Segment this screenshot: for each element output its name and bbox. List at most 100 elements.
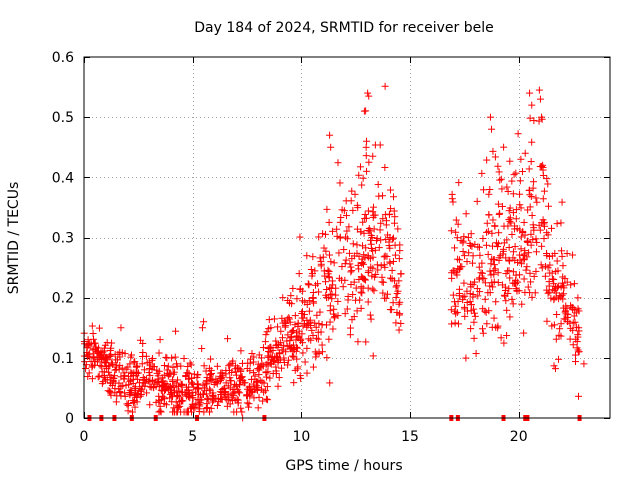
data-point bbox=[328, 295, 336, 303]
data-point bbox=[342, 256, 350, 264]
data-point bbox=[533, 238, 541, 246]
data-point-outlier bbox=[326, 131, 334, 139]
data-point bbox=[479, 325, 487, 333]
data-point bbox=[329, 325, 337, 333]
y-tick-label: 0.4 bbox=[52, 170, 74, 186]
data-point bbox=[527, 278, 535, 286]
data-point bbox=[250, 394, 258, 402]
data-point bbox=[97, 355, 105, 363]
data-point bbox=[470, 318, 478, 326]
data-point bbox=[233, 364, 241, 372]
data-point bbox=[495, 168, 503, 176]
data-point bbox=[463, 299, 471, 307]
data-point bbox=[270, 315, 278, 323]
data-point bbox=[92, 343, 100, 351]
data-point bbox=[203, 403, 211, 411]
data-point bbox=[557, 219, 565, 227]
data-point bbox=[384, 231, 392, 239]
data-point bbox=[392, 294, 400, 302]
data-point bbox=[208, 369, 216, 377]
data-point bbox=[551, 365, 559, 373]
data-point bbox=[570, 280, 578, 288]
data-point bbox=[555, 355, 563, 363]
data-point bbox=[177, 362, 185, 370]
data-point bbox=[222, 388, 230, 396]
data-point bbox=[325, 335, 333, 343]
data-point bbox=[334, 312, 342, 320]
data-point bbox=[483, 228, 491, 236]
data-point bbox=[95, 324, 103, 332]
data-point bbox=[497, 334, 505, 342]
data-point bbox=[356, 163, 364, 171]
data-point bbox=[96, 352, 104, 360]
data-point bbox=[550, 362, 558, 370]
data-point bbox=[558, 279, 566, 287]
data-point bbox=[337, 214, 345, 222]
data-point bbox=[290, 379, 298, 387]
data-point bbox=[514, 278, 522, 286]
data-point bbox=[369, 203, 377, 211]
data-point bbox=[301, 358, 309, 366]
x-tick-label: 0 bbox=[80, 429, 89, 445]
data-point bbox=[381, 163, 389, 171]
data-point bbox=[569, 341, 577, 349]
data-point bbox=[349, 206, 357, 214]
data-point bbox=[547, 224, 555, 232]
data-point bbox=[358, 289, 366, 297]
data-point bbox=[362, 244, 370, 252]
data-point bbox=[447, 306, 455, 314]
data-point bbox=[275, 356, 283, 364]
data-point bbox=[490, 261, 498, 269]
data-point bbox=[557, 320, 565, 328]
data-point bbox=[483, 156, 491, 164]
data-point bbox=[290, 345, 298, 353]
data-point bbox=[355, 265, 363, 273]
data-point bbox=[329, 281, 337, 289]
data-point-outlier bbox=[363, 137, 371, 145]
data-point bbox=[172, 379, 180, 387]
data-point bbox=[148, 377, 156, 385]
data-point bbox=[116, 361, 124, 369]
data-point bbox=[381, 82, 389, 90]
data-point bbox=[179, 388, 187, 396]
data-point bbox=[84, 336, 92, 344]
data-point bbox=[161, 386, 169, 394]
data-point bbox=[246, 367, 254, 375]
data-point bbox=[343, 227, 351, 235]
data-point bbox=[326, 284, 334, 292]
data-point bbox=[506, 257, 514, 265]
data-point bbox=[158, 378, 166, 386]
data-point bbox=[499, 245, 507, 253]
data-point bbox=[505, 243, 513, 251]
data-point bbox=[448, 195, 456, 203]
data-point bbox=[275, 374, 283, 382]
data-point bbox=[323, 286, 331, 294]
data-point bbox=[299, 308, 307, 316]
data-point bbox=[506, 217, 514, 225]
data-point bbox=[263, 328, 271, 336]
data-point bbox=[182, 373, 190, 381]
data-point bbox=[152, 382, 160, 390]
data-point bbox=[323, 354, 331, 362]
data-point bbox=[289, 327, 297, 335]
data-point bbox=[497, 175, 505, 183]
data-point bbox=[177, 408, 185, 416]
data-point bbox=[396, 310, 404, 318]
data-point bbox=[573, 323, 581, 331]
data-point bbox=[353, 225, 361, 233]
data-point bbox=[359, 274, 367, 282]
data-point bbox=[470, 305, 478, 313]
data-point bbox=[303, 344, 311, 352]
data-point bbox=[316, 308, 324, 316]
data-point bbox=[512, 215, 520, 223]
axis-ticks: 0 0.1 0.2 0.3 0.4 0.5 0.6 0 5 10 15 20 bbox=[52, 50, 610, 445]
data-point bbox=[490, 267, 498, 275]
data-point-outlier bbox=[536, 95, 544, 103]
data-point bbox=[291, 321, 299, 329]
data-point bbox=[506, 204, 514, 212]
data-point bbox=[288, 300, 296, 308]
data-point bbox=[187, 361, 195, 369]
data-point bbox=[183, 383, 191, 391]
data-point bbox=[170, 404, 178, 412]
